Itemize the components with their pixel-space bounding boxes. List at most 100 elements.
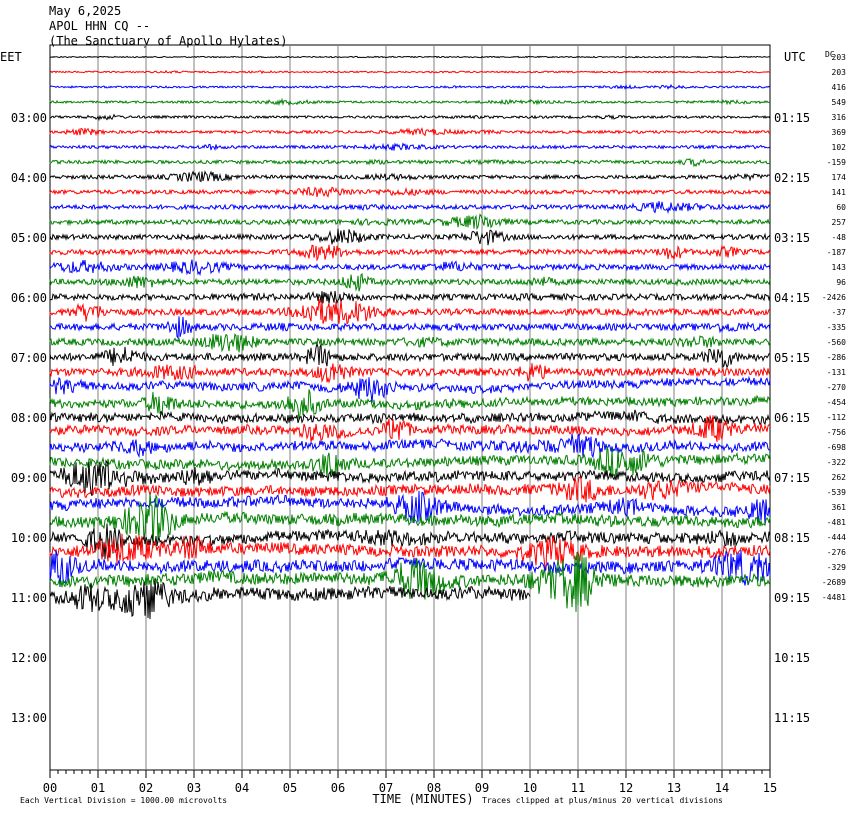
dc-offset-label: -444	[827, 533, 846, 542]
seismic-trace	[49, 551, 771, 612]
dc-offset-label: 174	[832, 173, 847, 182]
seismic-trace	[49, 228, 771, 246]
left-time-label: 05:00	[11, 231, 47, 245]
left-time-label: 06:00	[11, 291, 47, 305]
dc-offset-label: 203	[832, 68, 847, 77]
left-time-label: 10:00	[11, 531, 47, 545]
seismic-trace	[49, 363, 771, 384]
x-tick-label: 12	[619, 781, 633, 795]
dc-offset-label: -159	[827, 158, 846, 167]
x-tick-label: 02	[139, 781, 153, 795]
seismic-trace	[49, 290, 771, 304]
dc-offset-label: 257	[832, 218, 847, 227]
seismic-trace	[49, 490, 771, 525]
left-time-label: 04:00	[11, 171, 47, 185]
right-time-label: 08:15	[774, 531, 810, 545]
right-time-label: 05:15	[774, 351, 810, 365]
left-time-label: 13:00	[11, 711, 47, 725]
dc-offset-label: -756	[827, 428, 846, 437]
x-tick-label: 13	[667, 781, 681, 795]
right-time-label: 07:15	[774, 471, 810, 485]
seismic-trace	[49, 213, 771, 231]
dc-offset-label: -2426	[822, 293, 846, 302]
right-time-label: 11:15	[774, 711, 810, 725]
dc-offset-label: -4481	[822, 593, 846, 602]
seismic-trace	[49, 523, 771, 560]
dc-offset-label: -270	[827, 383, 846, 392]
dc-offset-label: -698	[827, 443, 846, 452]
seismic-trace	[49, 259, 771, 277]
dc-offset-label: -560	[827, 338, 846, 347]
right-axis-label: UTC	[784, 50, 806, 64]
seismic-trace	[49, 446, 771, 479]
seismic-trace	[49, 433, 771, 459]
x-tick-label: 05	[283, 781, 297, 795]
seismic-trace	[49, 170, 771, 183]
dc-offset-label: 361	[832, 503, 847, 512]
dc-offset-label: -276	[827, 548, 846, 557]
dc-offset-label: -37	[832, 308, 847, 317]
x-tick-label: 06	[331, 781, 345, 795]
dc-offset-label: 549	[832, 98, 847, 107]
dc-offset-label: -112	[827, 413, 846, 422]
left-time-label: 11:00	[11, 591, 47, 605]
dc-offset-label: -454	[827, 398, 846, 407]
seismic-trace	[49, 578, 531, 620]
dc-offset-label: -322	[827, 458, 846, 467]
left-time-label: 07:00	[11, 351, 47, 365]
seismic-trace	[49, 333, 771, 353]
seismic-trace	[49, 186, 771, 198]
left-time-label: 09:00	[11, 471, 47, 485]
dc-offset-label: -286	[827, 353, 846, 362]
dc-offset-label: -48	[832, 233, 847, 242]
seismic-trace	[49, 298, 771, 325]
right-time-label: 06:15	[774, 411, 810, 425]
x-tick-label: 15	[763, 781, 777, 795]
seismic-trace	[49, 55, 771, 59]
x-tick-label: 04	[235, 781, 249, 795]
header-station: APOL HHN CQ --	[49, 19, 151, 33]
dc-offset-label: 141	[832, 188, 847, 197]
x-tick-label: 09	[475, 781, 489, 795]
seismic-trace	[49, 316, 771, 340]
dc-offset-label: -335	[827, 323, 846, 332]
dc-offset-label: 96	[836, 278, 846, 287]
x-tick-label: 07	[379, 781, 393, 795]
dc-offset-label: -329	[827, 563, 846, 572]
seismic-trace	[49, 341, 771, 369]
seismic-trace	[49, 157, 771, 168]
left-axis-label: EET	[0, 50, 22, 64]
dc-label: DC	[825, 50, 835, 59]
right-time-label: 02:15	[774, 171, 810, 185]
seismic-trace	[49, 550, 771, 588]
x-axis-label: TIME (MINUTES)	[372, 792, 473, 806]
seismic-trace	[49, 476, 771, 503]
right-time-label: 10:15	[774, 651, 810, 665]
dc-offset-label: 416	[832, 83, 847, 92]
seismic-trace	[49, 409, 771, 426]
dc-offset-label: -131	[827, 368, 846, 377]
dc-offset-label: 60	[836, 203, 846, 212]
right-time-label: 09:15	[774, 591, 810, 605]
seismic-trace	[49, 459, 771, 496]
seismic-trace	[49, 69, 771, 75]
dc-offset-label: -539	[827, 488, 846, 497]
seismic-trace	[49, 127, 771, 137]
right-time-label: 01:15	[774, 111, 810, 125]
left-time-label: 03:00	[11, 111, 47, 125]
x-tick-label: 11	[571, 781, 585, 795]
seismic-trace	[49, 493, 771, 548]
x-tick-label: 10	[523, 781, 537, 795]
seismic-trace	[49, 97, 771, 106]
right-time-label: 03:15	[774, 231, 810, 245]
seismic-trace	[49, 272, 771, 292]
right-time-label: 04:15	[774, 291, 810, 305]
dc-offset-label: 316	[832, 113, 847, 122]
seismic-trace	[49, 415, 771, 443]
seismic-trace	[49, 375, 771, 403]
dc-offset-label: 262	[832, 473, 847, 482]
dc-offset-label: -481	[827, 518, 846, 527]
dc-offset-label: 369	[832, 128, 847, 137]
seismic-trace	[49, 142, 771, 152]
